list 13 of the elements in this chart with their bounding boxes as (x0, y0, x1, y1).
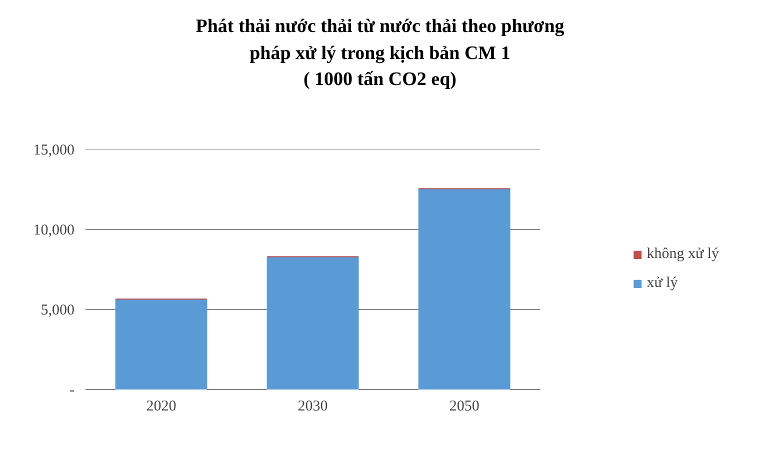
y-tick-label: 10,000 (33, 222, 74, 238)
x-tick-label: 2050 (449, 398, 480, 414)
x-tick-label: 2020 (146, 398, 176, 414)
bar (418, 188, 510, 390)
bar (266, 256, 359, 390)
y-tick-label: - (70, 382, 75, 398)
bar (115, 298, 208, 390)
x-tick-label: 2030 (298, 398, 328, 414)
y-tick-label: 5,000 (40, 302, 74, 318)
y-tick-label: 15,000 (33, 142, 74, 158)
legend-label: xử lý (646, 275, 678, 292)
chart-title: Phát thải nước thải từ nước thải theo phương pháp xử lý trong kịch bản CM 1 ( 1000 tấn CO2 eq) (196, 15, 564, 92)
legend-label: không xử lý (646, 246, 719, 263)
